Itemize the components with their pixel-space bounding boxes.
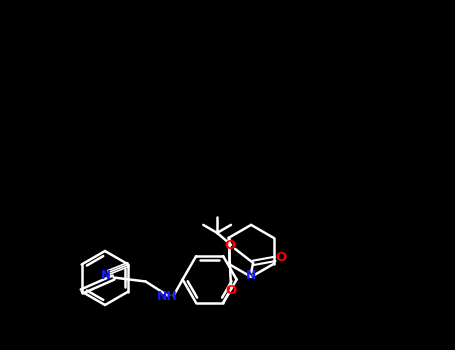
- Text: N: N: [101, 269, 111, 282]
- Text: O: O: [226, 285, 237, 297]
- Text: O: O: [224, 239, 236, 252]
- Text: N: N: [246, 270, 256, 282]
- Text: NH: NH: [157, 290, 178, 303]
- Text: O: O: [275, 251, 287, 264]
